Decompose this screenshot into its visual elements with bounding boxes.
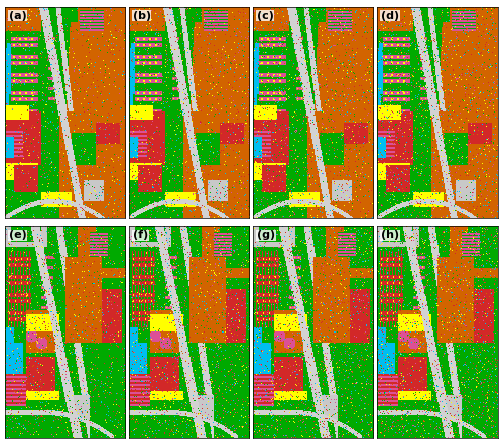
Text: (h): (h) bbox=[381, 231, 399, 240]
Text: (e): (e) bbox=[8, 231, 26, 240]
Text: (g): (g) bbox=[257, 231, 275, 240]
Text: (f): (f) bbox=[132, 231, 148, 240]
Text: (c): (c) bbox=[257, 11, 274, 21]
Text: (d): (d) bbox=[381, 11, 399, 21]
Text: (a): (a) bbox=[8, 11, 26, 21]
Text: (b): (b) bbox=[132, 11, 151, 21]
